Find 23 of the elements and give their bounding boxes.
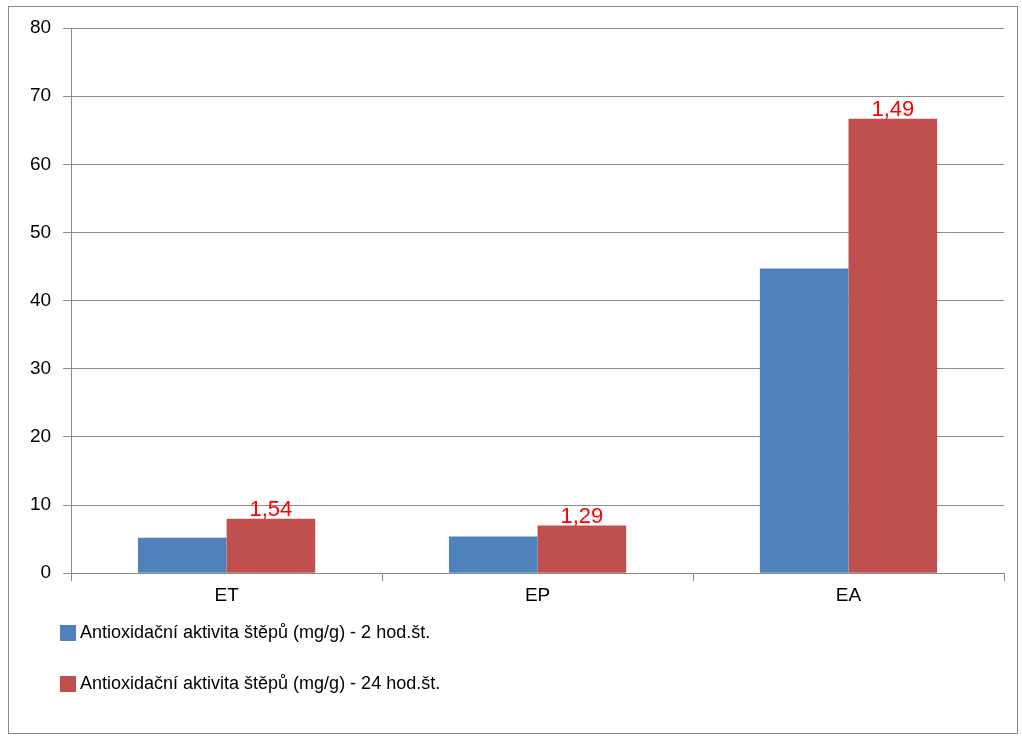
bar xyxy=(448,536,538,573)
annotation: 1,29 xyxy=(560,502,604,528)
bar xyxy=(537,525,627,573)
y-tick-label: 70 xyxy=(29,84,52,106)
bar xyxy=(848,118,938,573)
y-tick-label: 50 xyxy=(29,220,52,242)
y-tick-label: 20 xyxy=(29,425,52,447)
y-tick-label: 0 xyxy=(40,561,52,583)
annotation: 1,54 xyxy=(249,495,293,521)
bar xyxy=(226,518,316,573)
y-tick-label: 60 xyxy=(29,152,52,174)
y-tick-label: 10 xyxy=(29,493,52,515)
bar xyxy=(759,268,849,573)
y-tick-label: 40 xyxy=(29,288,52,310)
x-tick-label: EA xyxy=(835,583,862,605)
legend-label: Antioxidační aktivita štěpů (mg/g) - 24 hod.št. xyxy=(80,673,441,694)
x-tick-label: EP xyxy=(524,583,551,605)
y-tick-label: 30 xyxy=(29,356,52,378)
x-tick-label: ET xyxy=(214,583,240,605)
annotation: 1,49 xyxy=(871,95,915,121)
y-tick-label: 80 xyxy=(29,16,52,38)
bar xyxy=(137,537,227,573)
legend-label: Antioxidační aktivita štěpů (mg/g) - 2 hod.št. xyxy=(80,622,431,643)
